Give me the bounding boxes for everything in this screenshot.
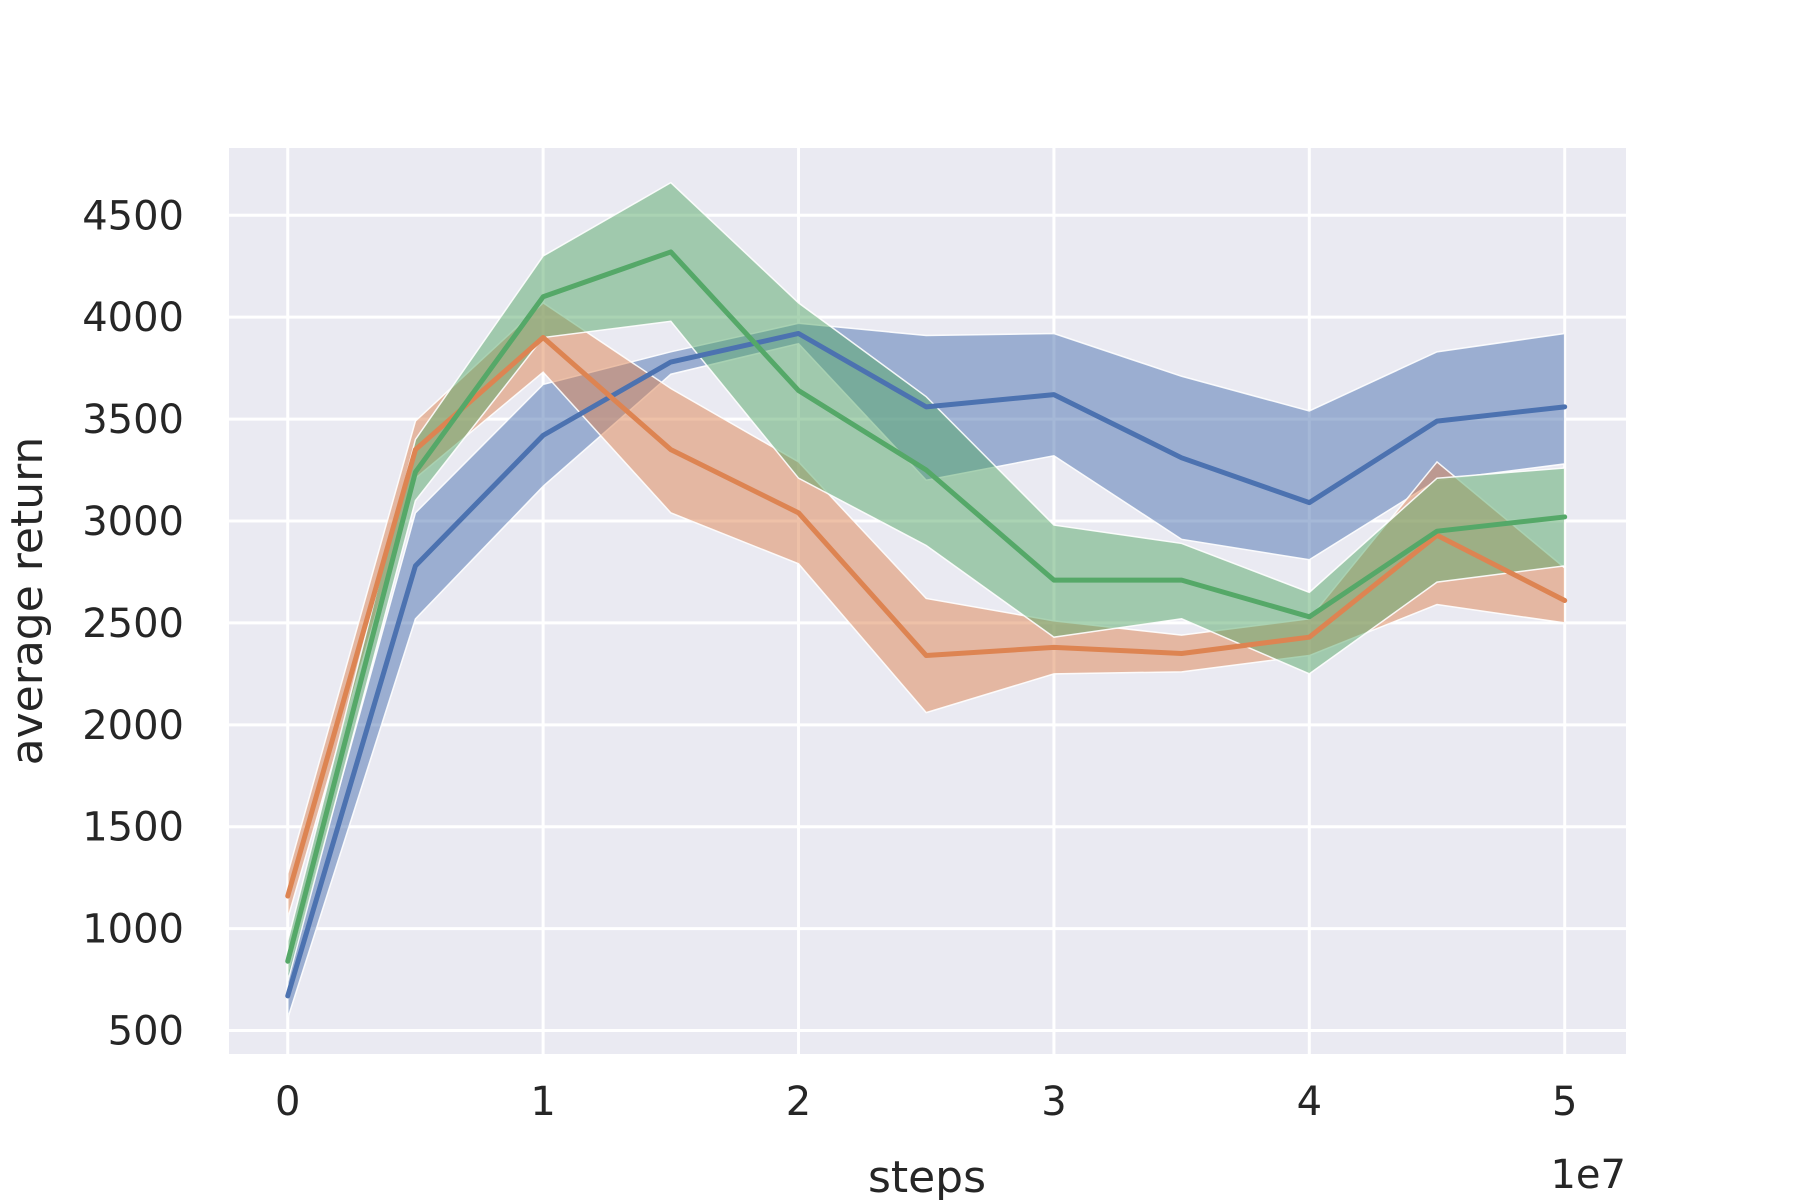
x-tick-label: 4	[1297, 1079, 1322, 1125]
y-tick-label: 3500	[82, 397, 184, 443]
confidence-bands	[286, 181, 1566, 1019]
band-series-3	[286, 181, 1566, 982]
line-series-3	[285, 249, 1568, 964]
line-series-2	[285, 335, 1568, 899]
y-tick-label: 4500	[82, 193, 184, 239]
y-tick-label: 4000	[82, 295, 184, 341]
x-tick-label: 2	[786, 1079, 811, 1125]
line-series-1	[285, 330, 1568, 999]
x-tick-label: 3	[1041, 1079, 1066, 1125]
x-tick-label: 1	[530, 1079, 555, 1125]
x-tick-labels: 0 1 2 3 4 5	[275, 1079, 1577, 1125]
band-series-2	[286, 301, 1566, 919]
x-tick-label: 5	[1552, 1079, 1577, 1125]
x-tick-label: 0	[275, 1079, 300, 1125]
y-tick-label: 3000	[82, 499, 184, 545]
x-axis-label: steps	[868, 1152, 986, 1200]
y-tick-label: 1000	[82, 907, 184, 953]
y-tick-label: 1500	[82, 805, 184, 851]
y-tick-label: 500	[108, 1009, 184, 1055]
series-lines	[285, 249, 1568, 999]
y-tick-labels: 500 1000 1500 2000 2500 3000 3500 4000 4500	[82, 193, 184, 1054]
y-tick-label: 2500	[82, 601, 184, 647]
y-axis-label: average return	[2, 437, 53, 766]
x-offset-label: 1e7	[1550, 1152, 1626, 1198]
y-tick-label: 2000	[82, 703, 184, 749]
